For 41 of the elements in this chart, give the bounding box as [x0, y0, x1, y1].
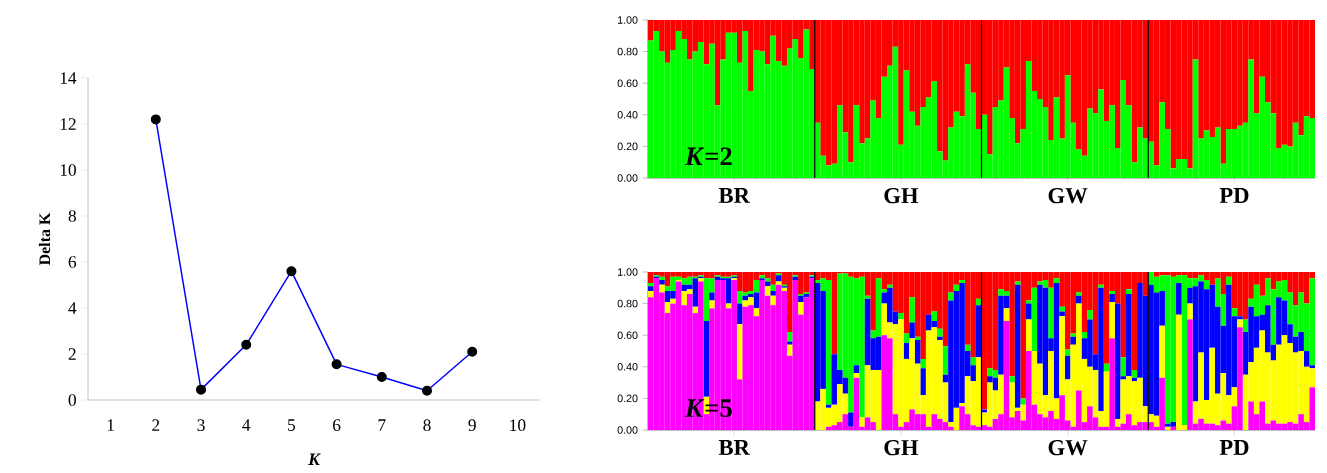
x-tick-label: 4	[242, 419, 251, 431]
x-tick-label: 7	[378, 419, 386, 431]
annotation: K=2	[684, 147, 732, 166]
y-tick-label: 0.40	[617, 363, 638, 371]
y-tick-label: 10	[60, 164, 76, 176]
y-tick-label: 1.00	[618, 16, 638, 24]
x-tick-label: GW	[1048, 440, 1088, 456]
y-axis-title: Delta K	[38, 212, 51, 266]
x-tick-label: PD	[1219, 440, 1249, 455]
x-tick-label: GW	[1048, 188, 1088, 204]
y-tick-label: 0.00	[617, 174, 638, 182]
x-tick-label: BR	[718, 188, 751, 203]
x-tick-label: BR	[718, 440, 751, 455]
y-tick-label: 0.40	[617, 111, 638, 119]
y-tick-label: 0.60	[617, 79, 638, 87]
x-tick-label: 6	[333, 419, 341, 432]
y-tick-label: 0.60	[617, 331, 638, 339]
x-tick-label: PD	[1219, 188, 1249, 203]
y-tick-label: 4	[68, 302, 77, 314]
x-tick-label: 8	[423, 419, 431, 432]
y-tick-label: 8	[68, 210, 76, 222]
y-tick-label: 2	[68, 348, 76, 360]
y-tick-label: 14	[60, 72, 77, 84]
x-tick-label: 3	[197, 419, 205, 432]
y-tick-label: 0	[68, 394, 76, 406]
y-tick-label: 12	[60, 118, 76, 130]
y-tick-label: 0.20	[617, 394, 638, 403]
x-tick-label: GH	[884, 188, 919, 204]
x-tick-label: GH	[884, 440, 919, 456]
x-tick-label: 5	[288, 419, 296, 431]
y-tick-label: 0.80	[617, 47, 638, 56]
y-tick-label: 0.20	[617, 142, 638, 151]
y-tick-label: 0.00	[617, 426, 638, 434]
y-tick-label: 1.00	[618, 268, 638, 276]
x-tick-label: 1	[107, 419, 114, 431]
x-tick-label: 10	[510, 419, 526, 432]
y-tick-label: 0.80	[617, 299, 638, 308]
x-tick-label: 2	[152, 419, 160, 431]
y-tick-label: 6	[68, 256, 77, 268]
x-tick-label: 9	[468, 419, 476, 432]
x-axis-title: K	[308, 453, 321, 465]
